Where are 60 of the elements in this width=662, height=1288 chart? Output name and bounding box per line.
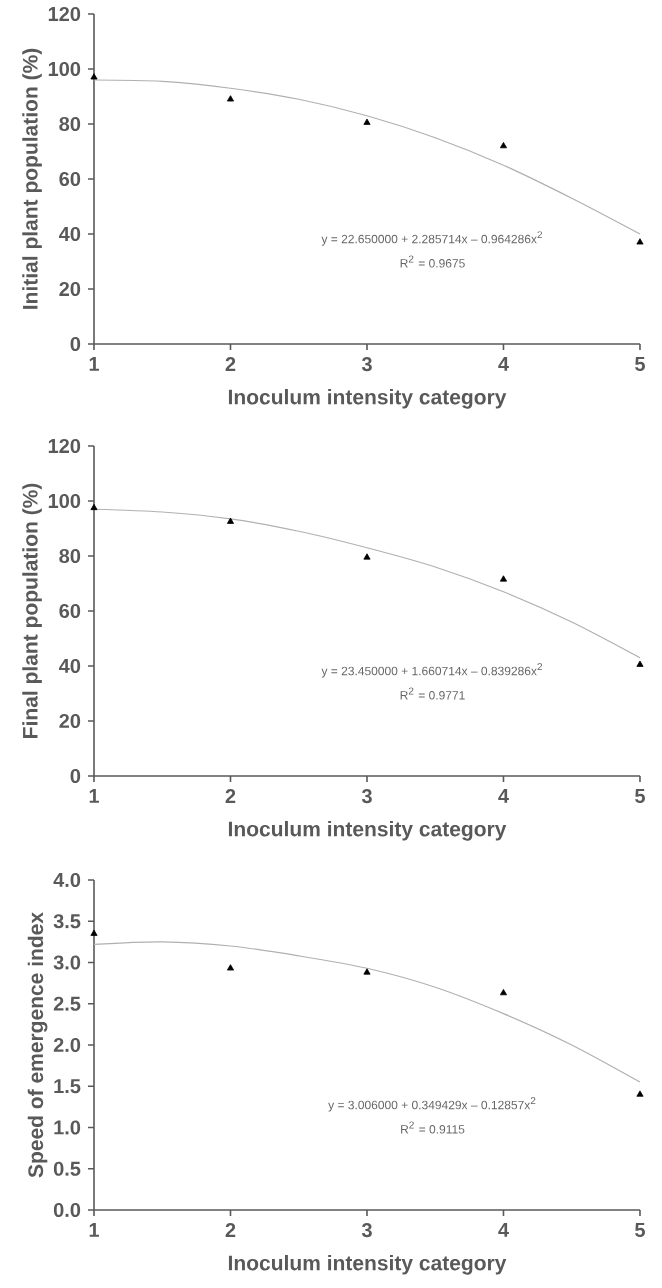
point bbox=[363, 553, 371, 560]
x-tick-label: 4 bbox=[498, 789, 509, 803]
x-tick-label: 1 bbox=[89, 1223, 100, 1237]
y-tick-label: 100 bbox=[48, 493, 81, 509]
x-tick-label: 3 bbox=[361, 357, 372, 372]
y-tick-label: 3.0 bbox=[53, 955, 81, 970]
x-tick-label: 3 bbox=[361, 789, 372, 804]
x-tick-label: 3 bbox=[361, 1223, 372, 1238]
y-axis-title: Initial plant population (%) bbox=[22, 48, 42, 309]
point bbox=[226, 517, 235, 524]
y-tick-label: 20 bbox=[59, 713, 81, 729]
y-tick-label: 80 bbox=[59, 116, 81, 132]
y-axis-title: Final plant population (%) bbox=[22, 483, 42, 738]
point bbox=[499, 989, 507, 996]
y-tick-label: 0.0 bbox=[53, 1202, 81, 1218]
y-tick-label: 2.5 bbox=[53, 996, 81, 1011]
y-tick-label: 120 bbox=[48, 438, 81, 454]
y-axis-title: Speed of emergence index bbox=[27, 912, 48, 1178]
y-tick-label: 40 bbox=[59, 658, 81, 674]
y-tick-label: 3.5 bbox=[53, 914, 81, 929]
x-axis-title: Inoculum intensity category bbox=[228, 820, 507, 841]
x-tick-label: 1 bbox=[89, 789, 100, 803]
y-tick-label: 4.0 bbox=[53, 872, 81, 888]
y-tick-label: 1.0 bbox=[54, 1120, 81, 1135]
y-tick-label: 0 bbox=[70, 336, 81, 352]
y-tick-label: 80 bbox=[59, 548, 81, 564]
y-tick-label: 0.5 bbox=[53, 1161, 81, 1176]
point bbox=[636, 1090, 644, 1097]
point bbox=[90, 503, 98, 511]
y-tick-label: 2.0 bbox=[53, 1037, 81, 1053]
point bbox=[363, 968, 371, 975]
y-tick-label: 0 bbox=[70, 768, 81, 784]
y-tick-label: 20 bbox=[59, 281, 81, 297]
point bbox=[499, 575, 507, 582]
x-tick-label: 5 bbox=[635, 789, 645, 803]
x-tick-label: 2 bbox=[225, 789, 236, 804]
y-tick-label: 1.5 bbox=[54, 1079, 81, 1094]
y-tick-label: 60 bbox=[59, 171, 81, 187]
x-tick-label: 2 bbox=[225, 1223, 236, 1237]
point bbox=[226, 95, 235, 102]
line-series bbox=[93, 941, 641, 1083]
point bbox=[90, 929, 98, 936]
point bbox=[499, 142, 507, 149]
x-tick-label: 5 bbox=[635, 1223, 645, 1237]
x-tick-label: 1 bbox=[89, 357, 100, 371]
x-tick-label: 4 bbox=[498, 357, 509, 371]
y-tick-label: 100 bbox=[48, 61, 81, 77]
x-axis-title: Inoculum intensity category bbox=[228, 1254, 507, 1275]
x-tick-label: 4 bbox=[498, 1223, 509, 1237]
y-tick-label: 120 bbox=[48, 6, 81, 22]
x-tick-label: 2 bbox=[225, 357, 236, 372]
point bbox=[636, 238, 644, 245]
point bbox=[636, 660, 644, 667]
y-tick-label: 60 bbox=[59, 603, 81, 619]
point bbox=[90, 73, 98, 80]
point bbox=[226, 964, 235, 971]
x-axis-title: Inoculum intensity category bbox=[228, 388, 507, 409]
point bbox=[363, 118, 371, 125]
x-tick-label: 5 bbox=[635, 357, 645, 372]
y-tick-label: 40 bbox=[59, 226, 81, 242]
